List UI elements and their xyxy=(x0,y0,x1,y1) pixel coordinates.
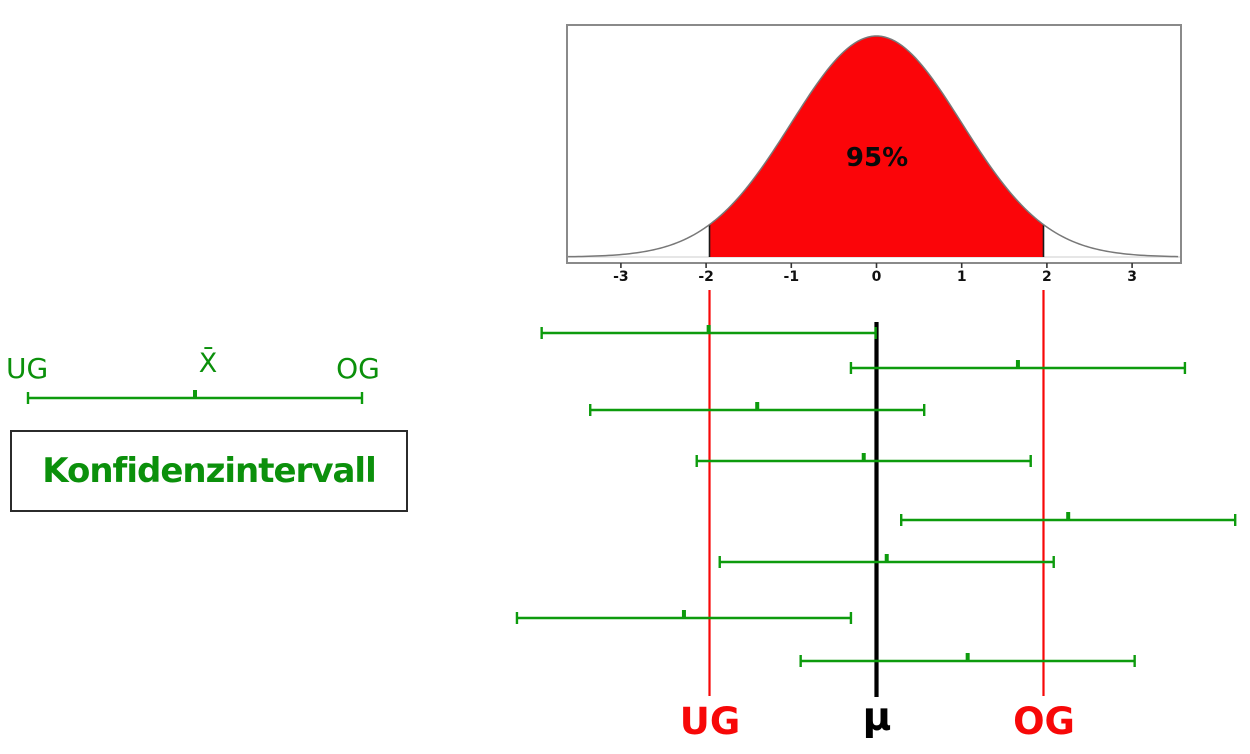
x-tick-label: 0 xyxy=(872,269,882,285)
konfidenzintervall-box: Konfidenzintervall xyxy=(10,430,408,512)
x-tick-label: 3 xyxy=(1127,269,1137,285)
x-tick-label: 1 xyxy=(957,269,967,285)
x-tick-label: -2 xyxy=(698,269,714,285)
x-tick-label: 2 xyxy=(1042,269,1052,285)
x-tick-label: -1 xyxy=(784,269,800,285)
legend-og-label: OG xyxy=(336,352,380,385)
shaded-95-region xyxy=(709,36,1044,257)
ug-axis-label: UG xyxy=(679,700,741,743)
konfidenzintervall-label: Konfidenzintervall xyxy=(42,451,377,491)
legend-ug-label: UG xyxy=(6,352,49,385)
mu-axis-label: μ xyxy=(862,695,892,740)
legend-xbar-label: X̄ xyxy=(198,348,218,379)
region-95-label: 95% xyxy=(845,143,909,173)
chart-frame xyxy=(566,24,1182,264)
x-tick-label: -3 xyxy=(613,269,629,285)
normal-curve xyxy=(568,35,1179,258)
og-axis-label: OG xyxy=(1013,700,1075,743)
